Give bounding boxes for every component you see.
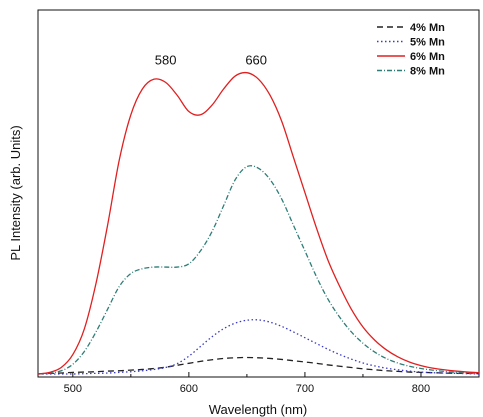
series-line-4-mn (37, 356, 480, 375)
x-tick-label-600: 600 (180, 383, 198, 395)
x-axis-ticks: 500 600 700 800 (64, 372, 430, 395)
x-tick-label-500: 500 (64, 383, 82, 395)
legend-label-1: 4% Mn (410, 22, 445, 34)
peak-label-660: 660 (245, 53, 267, 68)
peak-annotations: 580 660 (155, 53, 267, 68)
x-tick-label-700: 700 (296, 383, 314, 395)
legend-label-3: 6% Mn (410, 51, 445, 63)
series-line-5-mn (37, 319, 480, 375)
series-line-6-mn (37, 71, 480, 375)
legend-label-4: 8% Mn (410, 66, 445, 78)
series-line-8-mn (37, 165, 480, 375)
x-tick-label-800: 800 (412, 383, 430, 395)
legend-label-2: 5% Mn (410, 37, 445, 49)
x-axis-title: Wavelength (nm) (209, 402, 308, 417)
plot-frame (37, 9, 480, 378)
legend: 4% Mn 5% Mn 6% Mn 8% Mn (377, 22, 445, 78)
y-axis-title: PL Intensity (arb. Units) (8, 125, 23, 260)
peak-label-580: 580 (155, 53, 177, 68)
series-layer (37, 71, 480, 375)
